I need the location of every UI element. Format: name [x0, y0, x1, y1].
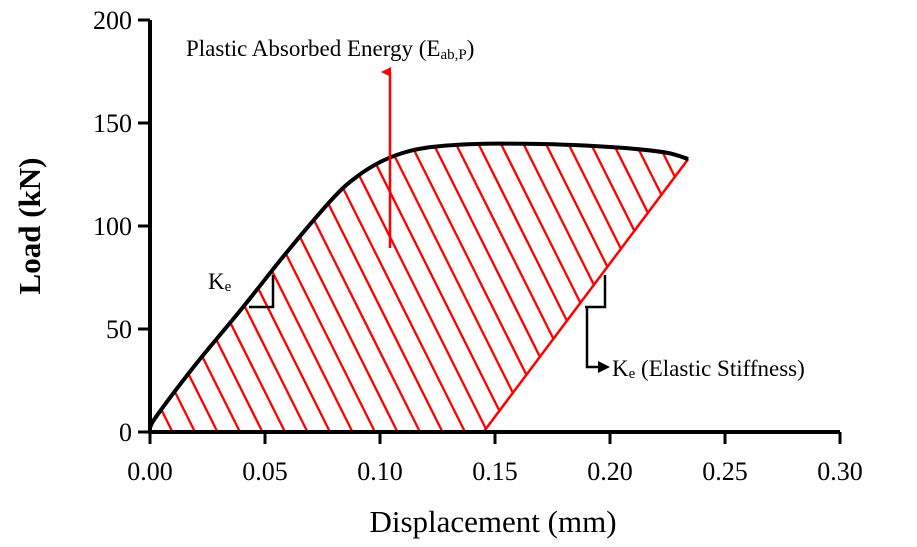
y-tick-label: 0 [119, 418, 132, 447]
hatch-line [221, 143, 444, 432]
ke-left-marker [249, 275, 275, 309]
ke-right-marker [585, 275, 607, 309]
hatch-line [153, 143, 377, 432]
x-tick-label: 0.25 [702, 457, 748, 486]
y-tick-label: 150 [93, 109, 132, 138]
x-tick-label: 0.30 [817, 457, 863, 486]
hatch-line [311, 143, 534, 432]
axes: 0.00 0.05 0.10 0.15 0.20 0.25 0.30 0 50 100 150 200 [93, 6, 863, 486]
hatch-line [266, 143, 489, 432]
x-tick-label: 0.20 [587, 457, 633, 486]
hatch-line [513, 143, 689, 432]
energy-label: Plastic Absorbed Energy (Eab,P) [186, 36, 474, 63]
hatch-line [150, 143, 264, 432]
hatch-line [176, 143, 399, 432]
x-tick-label: 0.00 [127, 457, 173, 486]
hatch-line [333, 143, 557, 432]
ke-left-label: Ke [208, 269, 232, 295]
x-tick-label: 0.15 [472, 457, 518, 486]
hatch-line [288, 143, 512, 432]
ke-right-label: Ke (Elastic Stiffness) [612, 356, 805, 382]
arrow-head-icon [598, 361, 610, 373]
y-tick-label: 50 [106, 315, 132, 344]
y-axis-label: Load (kN) [12, 158, 47, 295]
unloading-line [482, 158, 690, 433]
x-tick-label: 0.10 [357, 457, 403, 486]
x-axis-label: Displacement (mm) [369, 504, 616, 539]
hatch-line [243, 143, 467, 432]
hatch-line [150, 143, 332, 432]
y-tick-label: 100 [93, 212, 132, 241]
y-tick-label: 200 [93, 6, 132, 35]
hatch-line [150, 143, 242, 432]
hatch-line [198, 143, 422, 432]
x-tick-label: 0.05 [242, 457, 288, 486]
hatch-line [378, 143, 602, 432]
ke-right-arrow [585, 307, 600, 369]
load-curve [148, 141, 689, 429]
